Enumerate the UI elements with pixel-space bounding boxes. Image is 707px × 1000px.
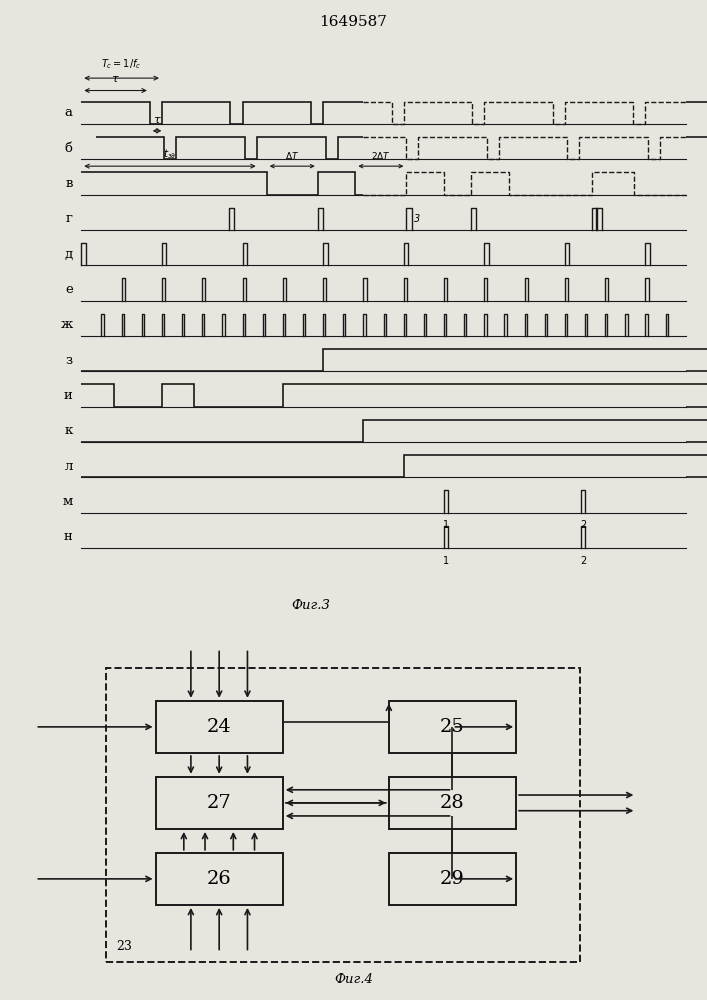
Text: 25: 25 bbox=[440, 718, 465, 736]
Bar bbox=[389, 701, 516, 753]
Bar bbox=[389, 777, 516, 829]
Bar bbox=[156, 777, 283, 829]
Text: б: б bbox=[65, 142, 73, 155]
Text: к: к bbox=[64, 424, 73, 437]
Text: 2: 2 bbox=[580, 556, 586, 566]
Text: 29: 29 bbox=[440, 870, 465, 888]
Text: 2: 2 bbox=[580, 520, 586, 530]
Text: 1: 1 bbox=[443, 520, 449, 530]
Bar bbox=[389, 853, 516, 905]
Text: $\tau$: $\tau$ bbox=[153, 115, 161, 125]
Bar bbox=[156, 701, 283, 753]
Text: 23: 23 bbox=[117, 940, 132, 952]
Text: 3: 3 bbox=[414, 214, 420, 224]
Bar bbox=[106, 668, 580, 962]
Bar bbox=[156, 853, 283, 905]
Text: ж: ж bbox=[61, 318, 73, 331]
Text: з: з bbox=[66, 354, 73, 367]
Text: $t_{з\partial}$: $t_{з\partial}$ bbox=[163, 147, 177, 161]
Text: 27: 27 bbox=[206, 794, 232, 812]
Text: 24: 24 bbox=[206, 718, 232, 736]
Text: и: и bbox=[64, 389, 73, 402]
Text: Фиг.3: Фиг.3 bbox=[292, 599, 330, 612]
Text: м: м bbox=[63, 495, 73, 508]
Text: Фиг.4: Фиг.4 bbox=[334, 973, 373, 986]
Text: л: л bbox=[64, 460, 73, 473]
Text: н: н bbox=[64, 530, 73, 543]
Text: $2\Delta T$: $2\Delta T$ bbox=[371, 150, 391, 161]
Text: 28: 28 bbox=[440, 794, 465, 812]
Text: г: г bbox=[66, 212, 73, 225]
Text: е: е bbox=[65, 283, 73, 296]
Text: 26: 26 bbox=[206, 870, 232, 888]
Text: $\Delta T$: $\Delta T$ bbox=[285, 150, 299, 161]
Text: а: а bbox=[65, 106, 73, 119]
Text: $T_c{=}1/f_c$: $T_c{=}1/f_c$ bbox=[101, 57, 142, 71]
Text: д: д bbox=[65, 248, 73, 261]
Text: 1649587: 1649587 bbox=[320, 15, 387, 29]
Text: в: в bbox=[66, 177, 73, 190]
Text: 1: 1 bbox=[443, 556, 449, 566]
Text: $\tau$: $\tau$ bbox=[111, 74, 120, 84]
